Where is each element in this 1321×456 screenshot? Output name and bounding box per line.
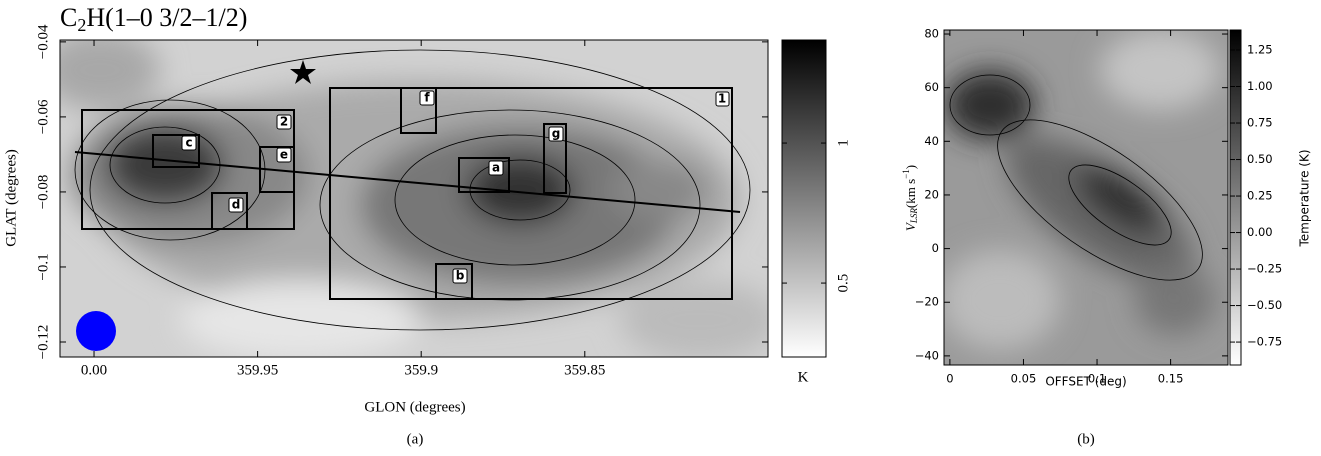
label-part: (km s xyxy=(903,179,918,208)
x-tick-label: 0.1 xyxy=(1088,372,1106,386)
caption: (b) xyxy=(1077,431,1095,447)
colorbar-tick-label: 0.25 xyxy=(1247,189,1273,203)
x-tick-label: 0.15 xyxy=(1158,372,1184,386)
colorbar-tick-label: 0.50 xyxy=(1247,152,1273,166)
y-tick-label: 80 xyxy=(924,27,939,41)
colorbar-label: K xyxy=(798,369,809,385)
y-tick-label: 60 xyxy=(924,80,939,94)
colorbar-label: Temperature (K) xyxy=(1298,149,1312,247)
axes: 0 0.05 0.1 0.15 80 60 40 20 0 −20 −40 1.25 1.00 0.75 0… xyxy=(915,27,1283,386)
chart-title: C2H(1–0 3/2–1/2) xyxy=(60,3,247,35)
colorbar-tick-label: −0.25 xyxy=(1247,262,1282,276)
y-tick-label: 0 xyxy=(932,241,939,255)
y-tick-label: −0.04 xyxy=(35,24,51,59)
y-tick-label: 20 xyxy=(924,187,939,201)
x-tick-label: 0.00 xyxy=(81,362,107,378)
y-axis-label: GLAT (degrees) xyxy=(3,149,19,247)
pv-image xyxy=(944,30,1228,365)
y-tick-label: −0.08 xyxy=(35,175,51,210)
star xyxy=(290,60,316,84)
x-tick-label: 359.9 xyxy=(404,362,438,378)
x-tick-label: 0 xyxy=(946,372,953,386)
title-part: H(1–0 3/2–1/2) xyxy=(86,3,247,32)
colorbar xyxy=(781,39,827,358)
region-label: c xyxy=(185,136,192,150)
x-axis-label: OFFSET (deg) xyxy=(1045,375,1126,389)
title-part: C xyxy=(60,3,77,32)
x-tick-label: 359.95 xyxy=(237,362,278,378)
region-label: a xyxy=(492,161,500,175)
label-part: V xyxy=(903,221,918,231)
map-image xyxy=(60,40,768,357)
region-label: g xyxy=(552,127,561,141)
regions xyxy=(74,87,741,300)
region-label: 2 xyxy=(280,115,288,129)
beam xyxy=(76,311,116,351)
colorbar xyxy=(1229,29,1242,366)
plot-frame xyxy=(59,39,769,358)
colorbar-tick-label: 0.5 xyxy=(835,274,851,293)
label-part: ) xyxy=(903,165,918,169)
colorbar-tick-label: 1.00 xyxy=(1247,79,1273,93)
x-tick-label: 359.85 xyxy=(564,362,605,378)
colorbar-tick-label: −0.50 xyxy=(1247,298,1282,312)
region-labels: 1 2 a b c d e f g xyxy=(181,90,730,284)
label-part: LSR xyxy=(909,208,919,225)
y-tick-label: −0.12 xyxy=(35,325,51,360)
y-axis-label: VLSR(km s−1) xyxy=(901,165,919,231)
caption: (a) xyxy=(407,431,424,447)
colorbar-tick-label: 0.75 xyxy=(1247,116,1273,130)
y-tick-label: 40 xyxy=(924,134,939,148)
region-label: 1 xyxy=(718,92,726,106)
colorbar-tick-label: −0.75 xyxy=(1247,335,1282,349)
y-tick-label: −0.06 xyxy=(35,99,51,134)
x-axis-label: GLON (degrees) xyxy=(364,399,465,415)
region-label: e xyxy=(280,148,288,162)
label-part: −1 xyxy=(901,169,911,179)
region-label: d xyxy=(232,198,241,212)
region-label: b xyxy=(456,269,465,283)
colorbar-tick-label: 1 xyxy=(835,139,851,147)
y-tick-label: −0.1 xyxy=(35,253,51,280)
x-tick-label: 0.05 xyxy=(1011,372,1037,386)
plot-frame xyxy=(943,29,1229,366)
colorbar-tick-label: 0.00 xyxy=(1247,225,1273,239)
title-part: 2 xyxy=(77,15,86,35)
y-tick-label: −40 xyxy=(915,348,939,362)
y-tick-label: −20 xyxy=(915,295,939,309)
region-label: f xyxy=(424,91,430,105)
axes: 0.00 359.95 359.9 359.85 −0.04 −0.06 −0.08 −0.1… xyxy=(35,24,851,378)
colorbar-tick-label: 1.25 xyxy=(1247,43,1273,57)
